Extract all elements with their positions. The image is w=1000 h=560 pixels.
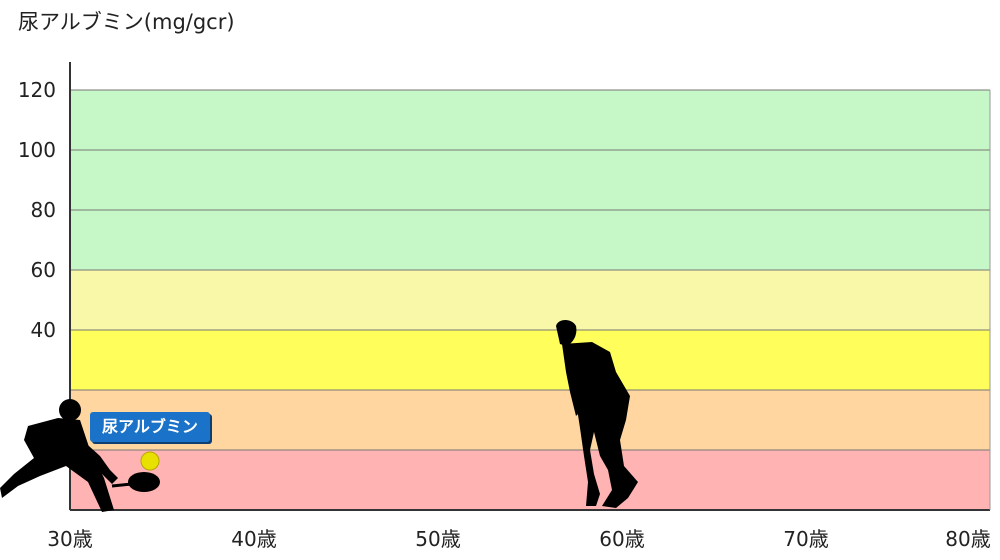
series-label-badge: 尿アルブミン <box>90 412 210 442</box>
tennis-player-silhouette-left <box>0 399 160 512</box>
band-4 <box>70 90 990 270</box>
band-3 <box>70 270 990 330</box>
band-2 <box>70 330 990 390</box>
band-0 <box>70 450 990 510</box>
x-tick-label: 30歳 <box>47 527 92 551</box>
band-1 <box>70 390 990 450</box>
x-tick-layer: 30歳 40歳 50歳 60歳 70歳 80歳 <box>47 527 990 551</box>
y-tick-label: 60 <box>31 258 56 282</box>
y-axis-label: 尿アルブミン(mg/gcr) <box>18 10 235 34</box>
x-tick-label: 40歳 <box>231 527 276 551</box>
y-tick-label: 120 <box>18 78 56 102</box>
band-layer <box>70 90 990 510</box>
y-tick-label: 100 <box>18 138 56 162</box>
grid-layer <box>70 89 990 451</box>
y-tick-label: 40 <box>31 318 56 342</box>
y-tick-label: 80 <box>31 198 56 222</box>
tennis-ball-icon <box>140 451 160 471</box>
x-tick-label: 80歳 <box>945 527 990 551</box>
x-tick-label: 60歳 <box>599 527 644 551</box>
x-tick-label: 70歳 <box>783 527 828 551</box>
person-silhouette-right <box>556 320 638 508</box>
y-tick-layer: 40 60 80 100 120 <box>18 78 56 342</box>
x-tick-label: 50歳 <box>415 527 460 551</box>
